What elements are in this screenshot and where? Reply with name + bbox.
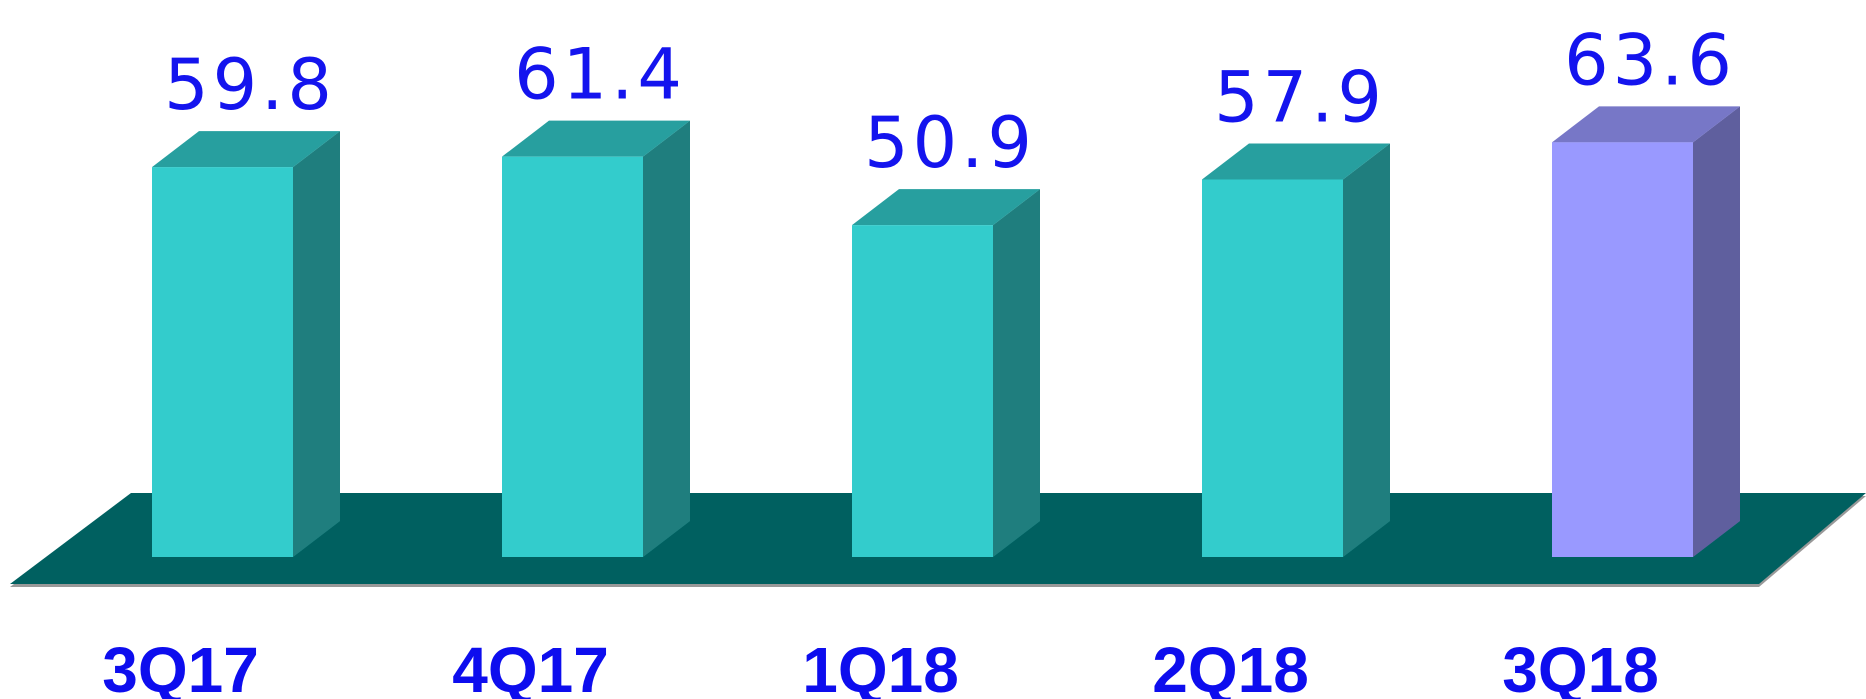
bar-top: [852, 189, 1040, 226]
bar-side-shade: [1343, 143, 1390, 557]
bar: [152, 167, 293, 557]
value-label: 63.6: [1564, 19, 1736, 101]
x-tick-label: 3Q18: [1502, 634, 1659, 699]
bar-top-shade: [1552, 106, 1740, 143]
bar-side: [293, 131, 340, 557]
bar-side-shade: [1693, 106, 1740, 557]
bar-top: [1552, 106, 1740, 143]
bar-side: [643, 120, 690, 557]
value-label: 59.8: [164, 44, 336, 126]
bar-top: [1202, 143, 1390, 180]
bar-side-shade: [643, 120, 690, 557]
x-tick-label: 4Q17: [452, 634, 609, 699]
value-label: 61.4: [514, 34, 686, 116]
bar: [502, 156, 643, 557]
bar-side: [993, 189, 1040, 557]
x-tick-label: 2Q18: [1152, 634, 1309, 699]
bar-top: [502, 120, 690, 157]
bar-top-shade: [152, 131, 340, 168]
bar-side: [1693, 106, 1740, 557]
bar: [1552, 142, 1693, 557]
bar-top-shade: [852, 189, 1040, 226]
bar-top: [152, 131, 340, 168]
value-label: 50.9: [864, 102, 1036, 184]
value-label: 57.9: [1214, 56, 1386, 138]
bar-side-shade: [993, 189, 1040, 557]
bar-top-shade: [502, 120, 690, 157]
bar: [852, 225, 993, 557]
bar-side-shade: [293, 131, 340, 557]
bar: [1202, 179, 1343, 557]
bar-top-shade: [1202, 143, 1390, 180]
x-tick-label: 3Q17: [102, 634, 259, 699]
x-tick-label: 1Q18: [802, 634, 959, 699]
bar-side: [1343, 143, 1390, 557]
